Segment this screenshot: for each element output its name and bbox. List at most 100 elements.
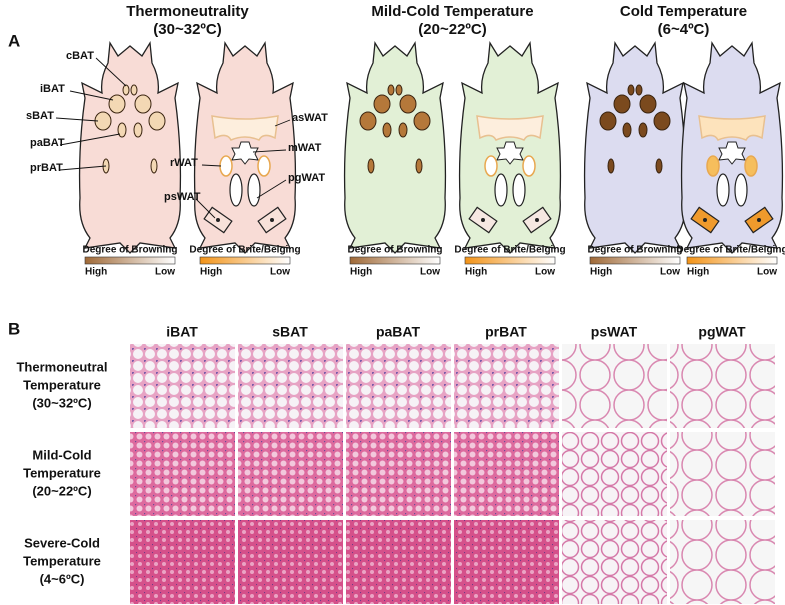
cbat — [130, 84, 138, 96]
pabat — [382, 122, 392, 138]
pgwat — [229, 173, 243, 207]
panel-label: A — [8, 31, 20, 50]
rwat — [744, 155, 758, 177]
row-label: (30~32ºC) — [32, 395, 91, 410]
histology-image — [562, 520, 667, 604]
row-label: Temperature — [23, 553, 101, 568]
mouse-bat — [78, 41, 182, 254]
histology-image — [670, 344, 775, 428]
legend-high: High — [465, 267, 487, 278]
column-header: prBAT — [485, 324, 527, 340]
mouse-bat — [583, 41, 687, 254]
legend-title: Degree of Brite/Beiging — [454, 245, 565, 256]
prbat — [150, 158, 158, 174]
pswat-node — [270, 218, 274, 222]
legend-bar — [84, 256, 176, 265]
leader-line — [95, 57, 127, 87]
histology-image — [670, 520, 775, 604]
histology-image — [130, 432, 235, 516]
histology-image — [346, 432, 451, 516]
legend-low: Low — [270, 267, 290, 278]
pabat — [117, 122, 127, 138]
pabat — [638, 122, 648, 138]
legend-high: High — [350, 267, 372, 278]
sbat — [599, 111, 617, 131]
pswat-node — [703, 218, 707, 222]
pswat-node — [481, 218, 485, 222]
rwat — [484, 155, 498, 177]
legend-title: Degree of Browning — [347, 245, 442, 256]
leader-line — [256, 179, 287, 199]
leader-line — [274, 119, 291, 127]
column-header: pgWAT — [698, 324, 746, 340]
histology-image — [346, 520, 451, 604]
condition-subtitle: (6~4ºC) — [658, 21, 710, 38]
histology-image — [454, 520, 559, 604]
pgwat — [734, 173, 748, 207]
legend-low: Low — [420, 267, 440, 278]
column-header: psWAT — [591, 324, 638, 340]
legend-low: Low — [757, 267, 777, 278]
row-label: Mild-Cold — [32, 447, 91, 462]
leader-line — [69, 90, 114, 101]
histology-image — [454, 432, 559, 516]
row-label: Temperature — [23, 465, 101, 480]
legend-bar — [199, 256, 291, 265]
leader-line — [55, 117, 99, 122]
leader-line — [252, 149, 287, 153]
pgwat — [716, 173, 730, 207]
panel-label: B — [8, 319, 20, 338]
row-label: Temperature — [23, 377, 101, 392]
legend-high: High — [85, 267, 107, 278]
mouse-body — [343, 41, 447, 254]
histology-image — [130, 344, 235, 428]
legend-title: Degree of Brite/Beiging — [189, 245, 300, 256]
row-label: Severe-Cold — [24, 535, 100, 550]
legend-bar — [686, 256, 778, 265]
ibat — [639, 94, 657, 114]
cbat — [387, 84, 395, 96]
histology-image — [670, 432, 775, 516]
histology-image — [238, 432, 343, 516]
condition-title: Thermoneutrality — [126, 3, 249, 20]
legend-high: High — [687, 267, 709, 278]
sbat — [148, 111, 166, 131]
cbat — [635, 84, 643, 96]
pgwat — [247, 173, 261, 207]
mouse-wat — [680, 41, 784, 254]
depot-label: iBAT — [40, 83, 65, 95]
pabat — [133, 122, 143, 138]
ibat — [399, 94, 417, 114]
column-header: paBAT — [376, 324, 421, 340]
row-label: (4~6ºC) — [40, 571, 85, 586]
depot-label: pgWAT — [288, 172, 325, 184]
row-label: Thermoneutral — [16, 359, 107, 374]
depot-label: paBAT — [30, 137, 65, 149]
histology-image — [346, 344, 451, 428]
column-header: sBAT — [272, 324, 308, 340]
pabat — [398, 122, 408, 138]
histology-image — [238, 344, 343, 428]
aswat — [698, 115, 766, 141]
depot-label: rWAT — [170, 157, 198, 169]
rwat — [219, 155, 233, 177]
prbat — [607, 158, 615, 174]
pgwat — [512, 173, 526, 207]
pgwat — [494, 173, 508, 207]
histology-image — [562, 432, 667, 516]
mwat — [718, 141, 746, 165]
cbat — [122, 84, 130, 96]
prbat — [415, 158, 423, 174]
legend-bar — [589, 256, 681, 265]
depot-label: psWAT — [164, 191, 201, 203]
sbat — [413, 111, 431, 131]
depot-label: cBAT — [66, 50, 94, 62]
pabat — [622, 122, 632, 138]
depot-label: mWAT — [288, 142, 322, 154]
ibat — [613, 94, 631, 114]
pswat-node — [757, 218, 761, 222]
condition-title: Mild-Cold Temperature — [371, 3, 533, 20]
rwat — [257, 155, 271, 177]
histology-image — [562, 344, 667, 428]
cbat — [395, 84, 403, 96]
